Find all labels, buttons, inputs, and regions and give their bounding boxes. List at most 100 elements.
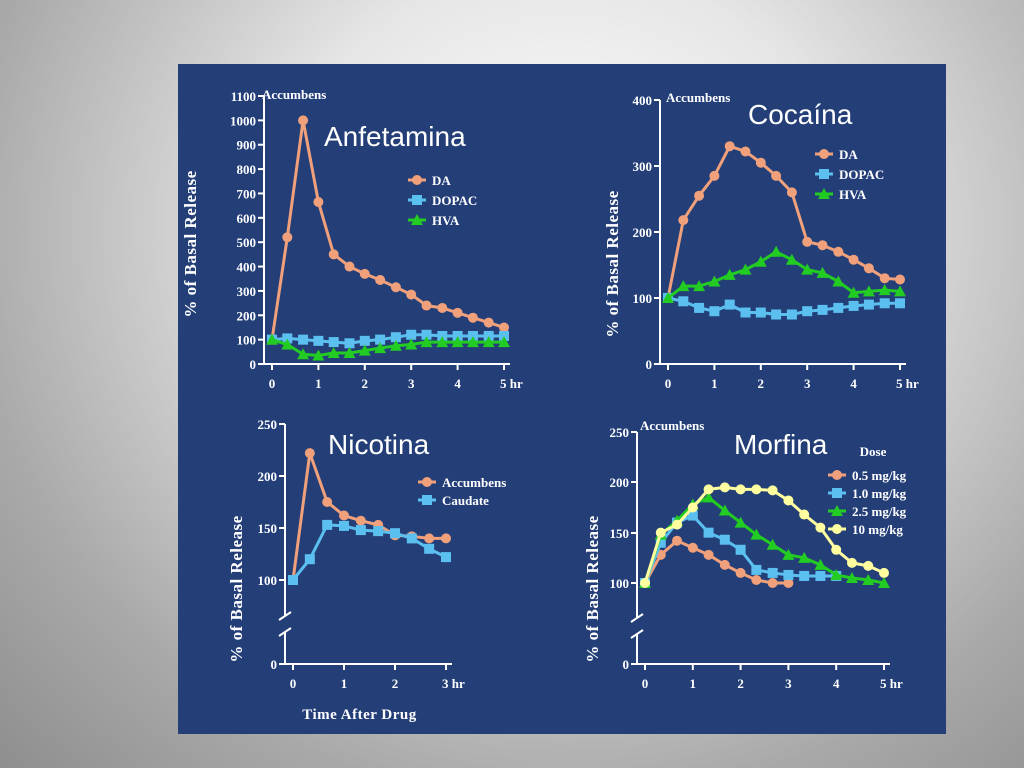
data-point	[693, 280, 706, 292]
x-tick-label: 3	[408, 376, 415, 391]
legend: Dose 0.5 mg/kg 1.0 mg/kg 2.5 mg/kg 10 mg/kg	[828, 444, 907, 537]
y-tick-label: 700	[237, 186, 257, 201]
data-point	[755, 307, 766, 318]
data-point	[687, 542, 698, 553]
data-point	[420, 336, 433, 348]
data-point	[817, 240, 828, 251]
data-point	[436, 336, 449, 348]
x-tick-label: 3 hr	[442, 676, 465, 691]
data-point	[678, 296, 689, 307]
data-point	[483, 330, 494, 341]
y-tick-label: 200	[258, 469, 278, 484]
data-point	[848, 300, 859, 311]
data-point	[847, 286, 860, 298]
series-line	[291, 451, 446, 581]
data-point	[339, 510, 349, 521]
data-point	[751, 564, 762, 575]
data-point	[846, 557, 857, 568]
data-point	[755, 157, 766, 168]
y-tick-label: 300	[237, 284, 257, 299]
data-point	[739, 263, 752, 275]
data-point	[288, 575, 298, 585]
data-point	[771, 170, 782, 181]
y-tick-label: 250	[610, 425, 630, 440]
legend-label: DOPAC	[839, 167, 884, 182]
data-point	[359, 335, 370, 346]
y-tick-label: 250	[258, 417, 278, 432]
y-tick-label: 0	[271, 657, 278, 672]
series-accumbens	[288, 448, 451, 585]
data-point	[437, 330, 448, 341]
series-line	[271, 338, 504, 357]
legend-label: DOPAC	[432, 193, 477, 208]
axis-break-mark	[278, 627, 292, 637]
legend-swatch-marker	[411, 214, 423, 225]
data-point	[879, 298, 890, 309]
x-tick-label: 3	[804, 376, 811, 391]
legend-swatch-marker	[832, 470, 842, 480]
legend-swatch-marker	[422, 477, 432, 487]
y-tick-label: 150	[258, 521, 278, 536]
data-point	[374, 342, 387, 354]
series-line	[667, 250, 901, 300]
data-point	[373, 526, 384, 537]
data-point	[312, 349, 325, 361]
data-point	[482, 336, 495, 348]
data-point	[862, 285, 875, 297]
data-point	[832, 275, 845, 287]
y-tick-label: 100	[610, 576, 630, 591]
legend-label: HVA	[839, 187, 867, 202]
legend-label: 0.5 mg/kg	[852, 468, 907, 483]
y-tick-label: 1000	[230, 113, 256, 128]
data-point	[735, 544, 746, 555]
x-tick-label: 2	[758, 376, 765, 391]
data-point	[709, 306, 720, 317]
data-point	[655, 537, 666, 548]
data-point	[751, 574, 762, 585]
chart-title: Cocaína	[748, 99, 853, 130]
data-point	[499, 330, 509, 341]
y-axis-label: % of Basal Release	[583, 515, 602, 662]
series-hva	[662, 245, 906, 303]
legend: DA DOPAC HVA	[815, 147, 884, 202]
data-point	[328, 249, 339, 260]
legend-label: DA	[839, 147, 858, 162]
data-point	[313, 335, 324, 346]
data-point	[816, 266, 829, 278]
data-point	[783, 578, 794, 588]
data-point	[451, 336, 464, 348]
data-point	[322, 519, 333, 530]
data-point	[389, 339, 402, 351]
data-point	[694, 302, 705, 313]
x-tick-label: 0	[665, 376, 672, 391]
x-tick-label: 4	[833, 676, 840, 691]
legend-swatch-marker	[832, 488, 842, 498]
chart-2: 0 100 200 300 400 0 1 2 3 4 5 hr % of Basal Release…	[603, 90, 919, 391]
y-tick-label: 600	[237, 211, 257, 226]
x-tick-label: 0	[642, 676, 649, 691]
data-point	[740, 146, 751, 157]
series-line	[643, 539, 789, 585]
data-point	[815, 570, 826, 581]
legend-swatch-marker	[819, 169, 829, 179]
series-line	[271, 333, 504, 345]
data-point	[406, 329, 417, 340]
data-point	[313, 196, 324, 207]
data-point	[375, 334, 386, 345]
legend-swatch-marker	[832, 524, 842, 534]
data-point	[390, 282, 401, 293]
data-point	[894, 285, 906, 297]
data-point	[815, 522, 826, 533]
data-point	[863, 560, 874, 571]
chart-title: Nicotina	[328, 429, 430, 460]
data-point	[770, 245, 783, 257]
data-point	[452, 330, 463, 341]
data-point	[677, 280, 690, 292]
y-tick-label: 0	[623, 657, 630, 672]
data-point	[817, 304, 828, 315]
y-tick-label: 1100	[231, 89, 256, 104]
chart-1: 0 100 200 300 400 500 600 700 800 900 1000 1100 0 1 2 3…	[181, 87, 523, 391]
series-line	[643, 495, 885, 585]
data-point	[799, 509, 810, 520]
data-point	[719, 482, 730, 493]
